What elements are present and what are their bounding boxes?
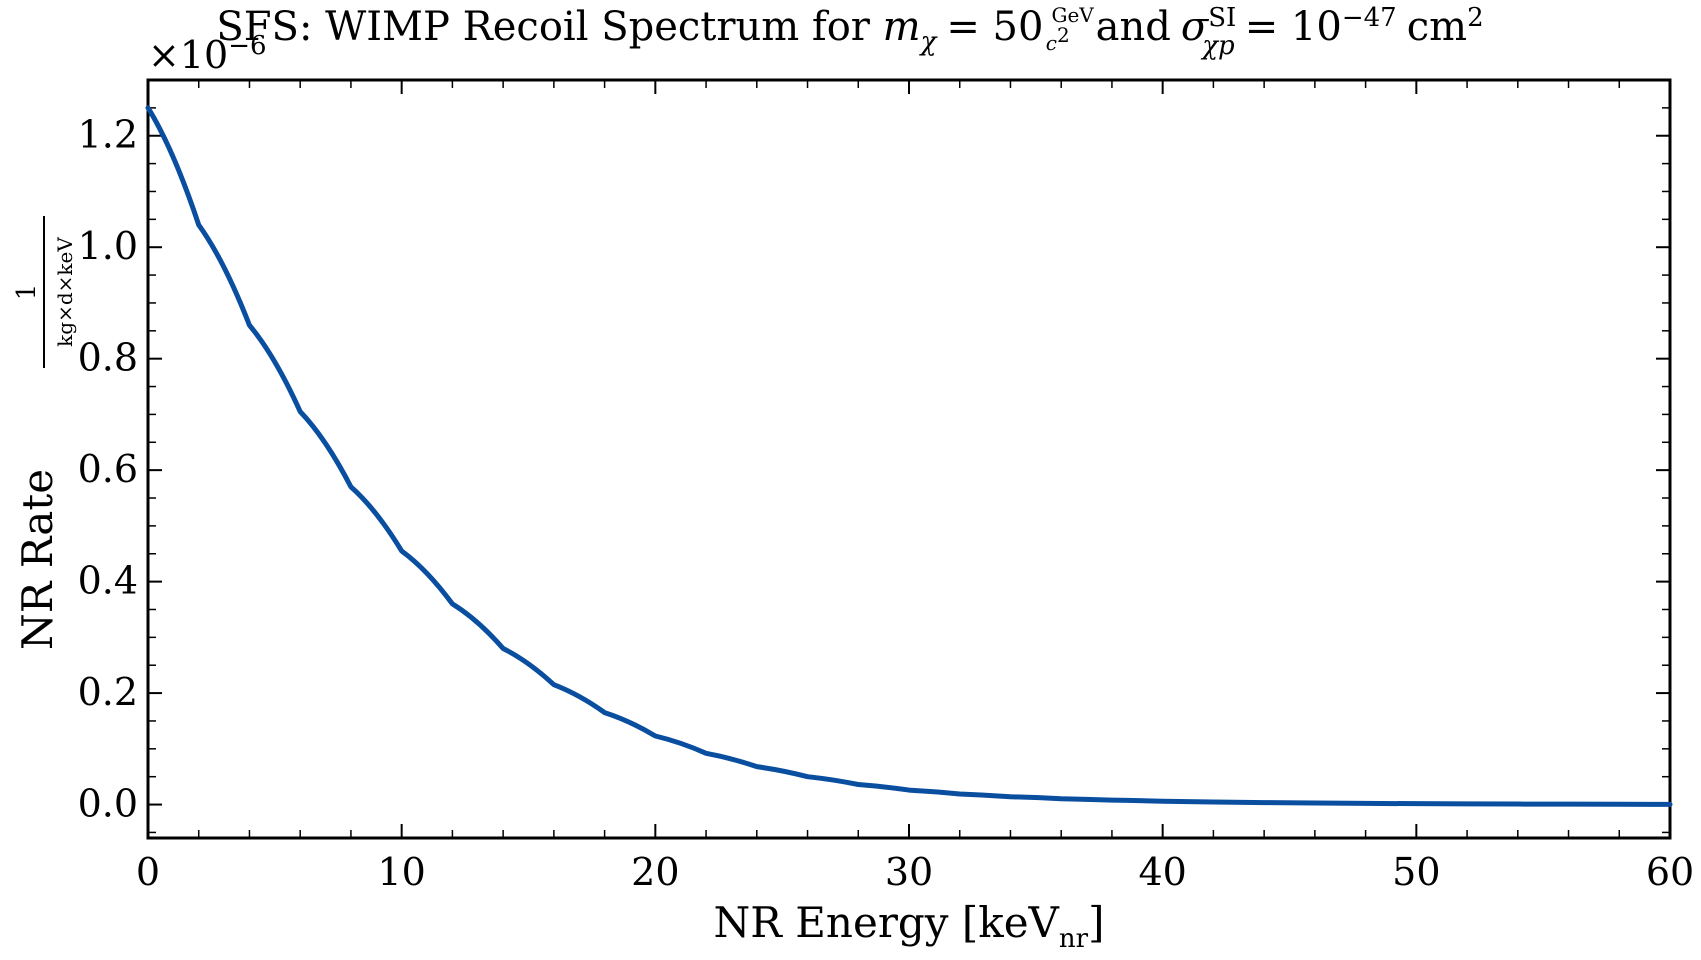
y-tick-label: 0.2 xyxy=(78,670,138,714)
title-mass-sub: χ xyxy=(919,27,939,57)
title-eq1: = 50 xyxy=(946,4,1043,50)
x-tick-label: 0 xyxy=(136,850,160,894)
title-exp: −47 xyxy=(1342,3,1397,33)
y-tick-label: 0.4 xyxy=(78,559,138,603)
y-tick-label: 1.2 xyxy=(78,113,138,157)
title-sigma: σ xyxy=(1181,4,1210,50)
x-tick-label: 10 xyxy=(377,850,425,894)
y-tick-label: 1.0 xyxy=(78,224,138,268)
x-label-main: NR Energy [keV xyxy=(714,898,1060,947)
x-axis-tick-labels: 0 10 20 30 40 50 60 xyxy=(136,850,1694,894)
y-axis-tick-labels: 0.0 0.2 0.4 0.6 0.8 1.0 1.2 xyxy=(78,113,138,826)
x-tick-label: 50 xyxy=(1392,850,1440,894)
title-unit-den: c xyxy=(1046,31,1057,55)
y-offset-exp: −6 xyxy=(228,31,266,61)
title-mass-symbol: m xyxy=(883,4,921,50)
x-tick-label: 60 xyxy=(1646,850,1694,894)
title-cm: cm xyxy=(1407,4,1467,50)
y-offset-text: ×10−6 xyxy=(148,31,267,77)
title-sigma-sub: χp xyxy=(1200,31,1235,61)
y-tick-label: 0.0 xyxy=(78,782,138,826)
chart-title: SFS: WIMP Recoil Spectrum for mχ = 50 GeV c… xyxy=(216,3,1483,61)
y-label-frac-den: kg×d×keV xyxy=(53,237,77,347)
x-tick-label: 40 xyxy=(1138,850,1186,894)
title-cm-sup: 2 xyxy=(1467,3,1484,33)
x-tick-label: 30 xyxy=(885,850,933,894)
y-axis-ticks xyxy=(148,107,1670,834)
y-axis-label: NR Rate 1 kg×d×keV xyxy=(12,216,77,650)
y-tick-label: 0.6 xyxy=(78,447,138,491)
x-label-sub: nr xyxy=(1059,924,1089,954)
title-sigma-sup: SI xyxy=(1208,3,1236,33)
title-unit-den-sup: 2 xyxy=(1057,23,1070,47)
y-tick-label: 0.8 xyxy=(78,336,138,380)
x-tick-label: 20 xyxy=(631,850,679,894)
x-label-close: ] xyxy=(1088,898,1104,947)
x-axis-label: NR Energy [keVnr] xyxy=(714,898,1105,954)
y-label-frac-num: 1 xyxy=(12,284,42,301)
y-label-main: NR Rate xyxy=(13,469,62,650)
x-axis-ticks xyxy=(147,80,1671,838)
title-unit-num: GeV xyxy=(1051,3,1094,27)
title-prefix: SFS: WIMP Recoil Spectrum for xyxy=(216,4,882,50)
y-offset-base: ×10 xyxy=(148,33,228,77)
series-line xyxy=(145,105,1673,807)
title-and: and xyxy=(1096,4,1171,50)
title-eq2: = 10 xyxy=(1245,4,1342,50)
